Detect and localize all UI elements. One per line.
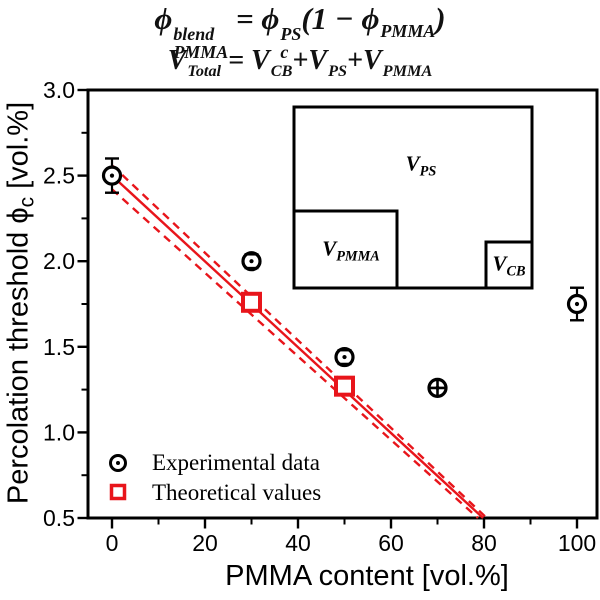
- equation-token: +: [347, 45, 363, 76]
- lower-confidence-dashed: [111, 188, 479, 519]
- y-tick-label: 2.5: [43, 163, 75, 189]
- data-point-center-dot: [342, 354, 347, 360]
- data-point-theoretical: [241, 291, 262, 313]
- y-axis-title: Percolation threshold ϕc [vol.%]: [3, 102, 40, 504]
- inset-vpmma-sub: PMMA: [336, 248, 380, 265]
- equation-token: VPMMA: [362, 45, 433, 81]
- legend-circle-dot: [116, 461, 120, 465]
- inset-vcb-sub: CB: [506, 263, 526, 280]
- upper-confidence-dashed: [111, 164, 488, 519]
- equation-volume: VTotal = VCB+VPS+VPMMA: [0, 45, 600, 81]
- inset-box-vpmma: [292, 209, 399, 290]
- data-point-center-dot: [249, 259, 254, 264]
- legend-label-experimental: Experimental data: [152, 450, 320, 475]
- equation-token: ϕPMMA: [361, 1, 436, 42]
- y-tick-label: 2.0: [43, 248, 75, 274]
- x-tick-label: 40: [285, 530, 311, 556]
- equation-token: ): [435, 1, 446, 36]
- plot-frame: [86, 88, 599, 520]
- equation-token: ϕ PS c: [261, 1, 302, 63]
- equation-token: VCB: [251, 45, 293, 81]
- legend-square-marker: [109, 483, 127, 501]
- equation-token: =: [221, 45, 252, 76]
- inset-label-vpmma: VPMMA: [322, 236, 380, 265]
- x-tick-label: 20: [192, 530, 218, 556]
- legend-label-theoretical: Theoretical values: [152, 480, 322, 505]
- x-tick-label: 100: [558, 530, 596, 556]
- inset-box-vcb: [484, 240, 534, 290]
- y-title-text: Percolation threshold: [2, 223, 35, 505]
- inset-vps-base: V: [405, 151, 420, 176]
- y-tick-label: 3.0: [43, 77, 75, 103]
- inset-label-vps: VPS: [406, 151, 437, 180]
- equation-token: (1 −: [301, 1, 362, 36]
- x-tick-label: 60: [378, 530, 404, 556]
- legend-markers: [109, 454, 127, 501]
- phi-symbol: ϕ: [2, 207, 35, 224]
- y-tick-label: 1.5: [43, 334, 75, 360]
- inset-vcb-base: V: [492, 251, 507, 276]
- equation-token: =: [228, 1, 262, 36]
- equation-token: ϕ blend PMMA: [154, 1, 229, 63]
- inset-diagram: [292, 105, 534, 290]
- equation-token: VPS: [308, 45, 348, 81]
- x-axis-title: PMMA content [vol.%]: [225, 560, 509, 592]
- data-point-theoretical: [334, 375, 355, 397]
- x-tick-label: 80: [471, 530, 497, 556]
- y-title-units: [vol.%]: [2, 101, 35, 197]
- data-point-center-dot: [574, 301, 580, 307]
- inset-label-vcb: VCB: [492, 251, 525, 280]
- inset-vpmma-base: V: [322, 236, 337, 261]
- x-tick-label: 0: [106, 530, 119, 556]
- y-tick-label: 1.0: [43, 419, 75, 445]
- inset-vps-sub: PS: [419, 163, 437, 180]
- equation-token: VTotal: [167, 45, 222, 81]
- equation-token: +: [292, 45, 309, 76]
- y-tick-label: 0.5: [43, 505, 75, 531]
- phi-subscript: c: [15, 196, 39, 208]
- data-point-center-dot: [109, 173, 115, 178]
- equation-blend: ϕ blend PMMA = ϕ PS c (1 − ϕPMMA): [0, 1, 600, 62]
- theory-fit-solid: [111, 174, 484, 519]
